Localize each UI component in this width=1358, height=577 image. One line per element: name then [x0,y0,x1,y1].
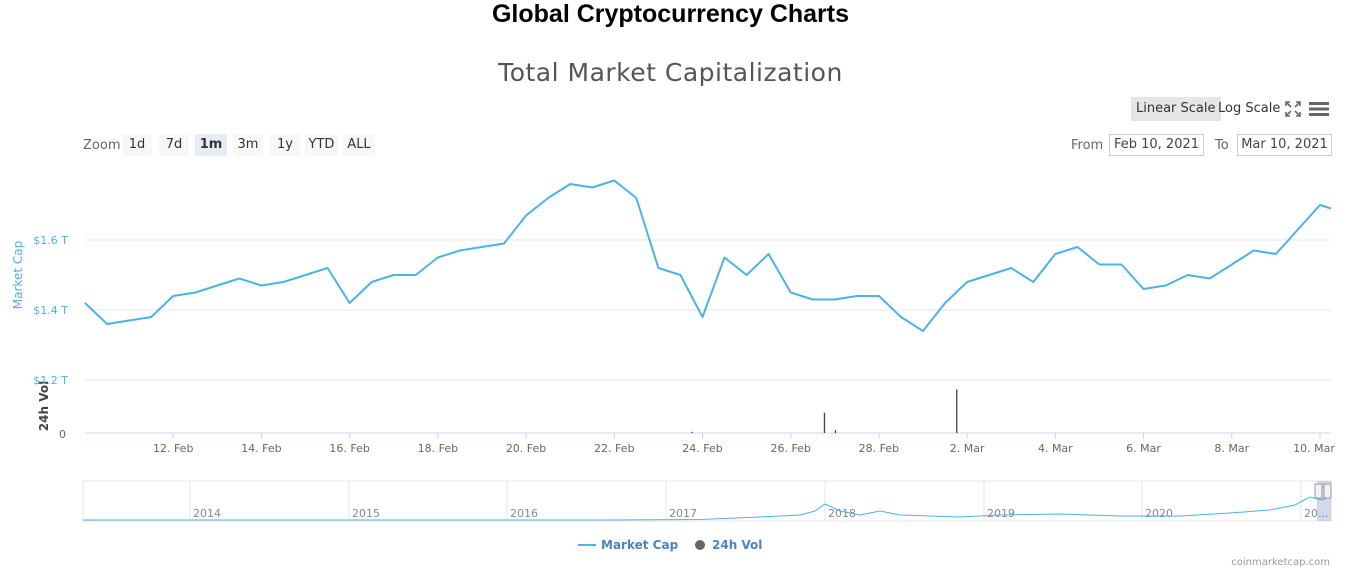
fullscreen-icon[interactable] [1284,100,1302,118]
navigator-line [83,495,1332,521]
navigator-tick-label: 2018 [828,507,856,520]
x-tick-label: 20. Feb [506,442,546,455]
x-tick-label: 6. Mar [1126,442,1161,455]
zoom-label: Zoom [83,138,121,153]
volume-axis-label: 24h Vol [37,381,51,431]
zoom-3m-button[interactable]: 3m [233,134,263,156]
volume-bar [956,389,958,433]
from-date-input[interactable]: Feb 10, 2021 [1109,134,1204,156]
legend-volume[interactable]: 24h Vol [712,538,762,552]
chart-title: Total Market Capitalization [498,58,843,87]
credit-link[interactable]: coinmarketcap.com [1231,557,1330,568]
navigator-tick-label: 2017 [669,507,697,520]
zoom-7d-button[interactable]: 7d [159,134,189,156]
x-tick-label: 8. Mar [1214,442,1249,455]
to-label: To [1215,138,1229,153]
from-label: From [1071,138,1104,153]
x-tick-label: 26. Feb [770,442,810,455]
x-tick-label: 2. Mar [950,442,985,455]
x-tick-label: 16. Feb [329,442,369,455]
x-tick-label: 18. Feb [418,442,458,455]
volume-bar [691,431,693,433]
page-title: Global Cryptocurrency Charts [491,0,850,28]
volume-bar [834,430,837,433]
legend-volume-symbol[interactable] [695,540,705,550]
navigator-tick-label: 2020 [1145,507,1173,520]
volume-tick-label: 0 [59,428,66,441]
zoom-1m-button[interactable]: 1m [195,134,227,156]
x-tick-label: 14. Feb [241,442,281,455]
navigator-ticks: 2014 2015 2016 2017 2018 2019 2020 20... [189,481,1329,521]
x-axis-ticks: 12. Feb 14. Feb 16. Feb 18. Feb 20. Feb 22. F… [153,433,1335,455]
chart-gridlines [85,239,1331,381]
market-cap-line [84,179,1332,332]
volume-bars [691,389,958,433]
x-tick-label: 22. Feb [594,442,634,455]
linear-scale-button[interactable]: Linear Scale [1131,97,1221,121]
volume-bar [823,412,826,433]
navigator-frame[interactable] [82,480,1332,522]
y-tick-label: $1.4 T [33,304,68,317]
y-tick-label: $1.2 T [33,374,68,387]
navigator-handle-left[interactable] [1314,483,1323,499]
navigator-tick-label: 2019 [987,507,1015,520]
y-tick-label: $1.6 T [33,234,68,247]
navigator-handle-right[interactable] [1323,483,1332,499]
zoom-all-button[interactable]: ALL [343,134,375,156]
x-tick-label: 28. Feb [859,442,899,455]
zoom-1d-button[interactable]: 1d [122,134,152,156]
navigator-tick-label: 20... [1304,507,1329,520]
to-date-input[interactable]: Mar 10, 2021 [1237,134,1332,156]
y-axis-label: Market Cap [11,241,25,309]
x-tick-label: 12. Feb [153,442,193,455]
menu-icon[interactable] [1309,101,1329,117]
zoom-1y-button[interactable]: 1y [270,134,300,156]
x-tick-label: 10. Mar [1293,442,1335,455]
zoom-ytd-button[interactable]: YTD [305,134,338,156]
navigator-tick-label: 2015 [352,507,380,520]
legend-market-cap[interactable]: Market Cap [601,538,679,552]
navigator-tick-label: 2016 [510,507,538,520]
x-tick-label: 4. Mar [1038,442,1073,455]
x-tick-label: 24. Feb [682,442,722,455]
log-scale-button[interactable]: Log Scale [1218,101,1281,116]
navigator-tick-label: 2014 [193,507,221,520]
